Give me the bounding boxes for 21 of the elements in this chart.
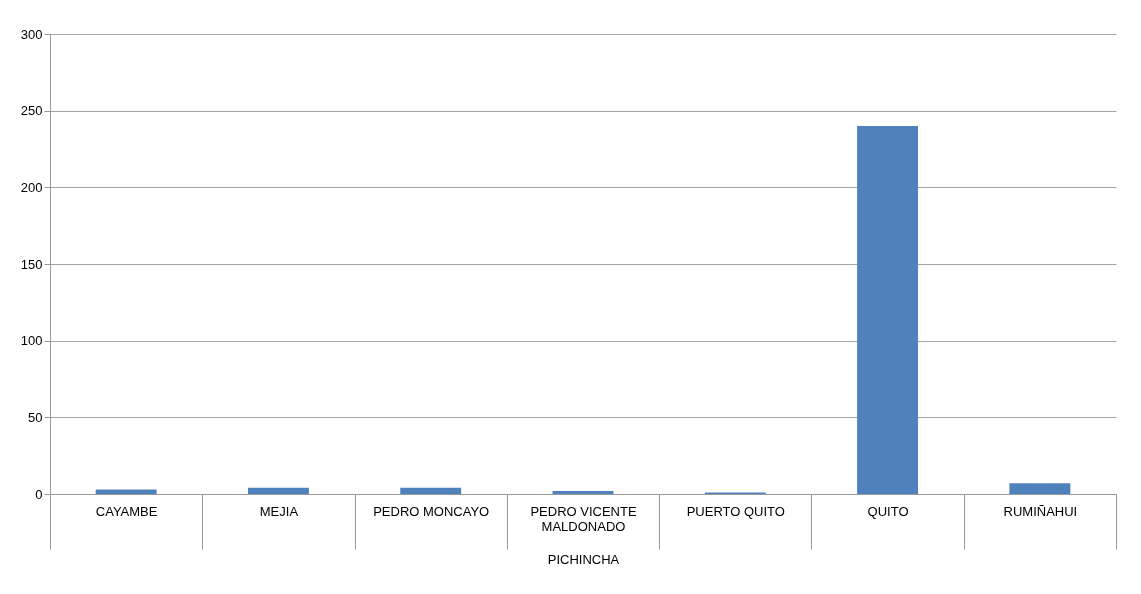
x-axis-title: PICHINCHA xyxy=(547,552,620,567)
x-tick-label: CAYAMBE xyxy=(95,503,158,519)
y-tick-label: 100 xyxy=(20,333,43,349)
x-tick-label: PEDRO VICENTE MALDONADO xyxy=(530,503,637,534)
bar xyxy=(400,487,462,494)
y-tick-label: 150 xyxy=(20,256,43,272)
x-tick-label: MEJIA xyxy=(259,503,299,519)
x-tick-label: PUERTO QUITO xyxy=(686,503,785,519)
x-tick-label: PEDRO MONCAYO xyxy=(373,503,490,519)
y-tick-label: 0 xyxy=(35,486,43,502)
bar xyxy=(857,126,919,494)
x-tick-label: RUMIÑAHUI xyxy=(1003,503,1078,519)
y-tick-label: 200 xyxy=(20,179,43,195)
y-tick-label: 300 xyxy=(20,26,43,42)
y-tick-label: 50 xyxy=(28,409,43,425)
bar xyxy=(95,489,157,494)
bar xyxy=(1009,483,1071,494)
x-tick-label: QUITO xyxy=(867,503,909,519)
bar xyxy=(247,487,309,494)
bar xyxy=(552,490,614,494)
y-tick-label: 250 xyxy=(20,103,43,119)
